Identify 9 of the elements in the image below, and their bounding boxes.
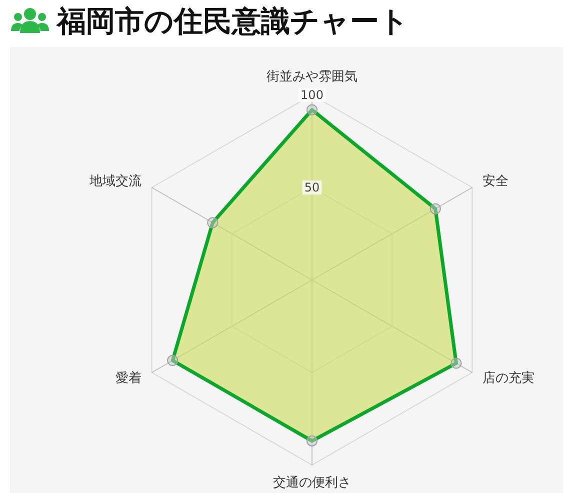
spoke-label: 安全 (482, 173, 509, 189)
y-tick-label: 100 (300, 88, 324, 102)
spoke-label: 地域交流 (88, 173, 142, 189)
spoke-label: 街並みや雰囲気 (266, 70, 358, 84)
spoke-label: 店の充実 (482, 370, 535, 386)
spoke-label: 交通の便利さ (273, 474, 351, 490)
y-tick-label: 50 (304, 180, 320, 194)
chart-title: 福岡市の住民意識チャート (55, 4, 409, 38)
spoke-label: 愛着 (115, 370, 142, 386)
